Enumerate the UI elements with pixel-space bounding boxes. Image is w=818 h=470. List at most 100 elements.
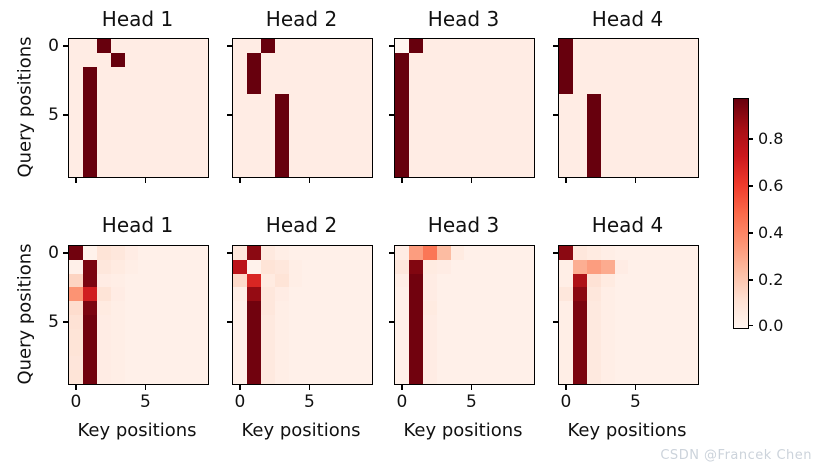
heatmap-cell [464, 287, 479, 302]
heatmap-cell [152, 121, 167, 136]
axis-tick [389, 321, 394, 323]
x-axis-label-3: Key positions [403, 420, 523, 441]
heatmap-cell [69, 342, 83, 357]
heatmap-cell [628, 94, 643, 108]
heatmap-cell [586, 328, 601, 343]
heatmap-cell [436, 315, 451, 329]
heatmap-cell [288, 80, 303, 95]
heatmap-cell [395, 163, 409, 177]
heatmap-cell [194, 39, 208, 53]
heatmap-cell [233, 370, 247, 384]
heatmap-cell [520, 370, 534, 384]
heatmap-cell [69, 163, 83, 177]
axis-tick [553, 252, 558, 254]
heatmap-cell [358, 52, 372, 67]
heatmap-cell [152, 66, 167, 81]
heatmap-cell [152, 108, 167, 122]
heatmap-cell [246, 80, 261, 95]
heatmap-cell [302, 273, 317, 288]
x-axis-label-2: Key positions [241, 420, 361, 441]
heatmap-cell [586, 121, 601, 136]
heatmap-cell [614, 356, 629, 371]
heatmap-cell [260, 370, 275, 384]
heatmap-cell [628, 246, 643, 260]
heatmap-cell [656, 259, 671, 274]
heatmap-cell [152, 273, 167, 288]
heatmap-cell [642, 108, 657, 122]
heatmap-cell [586, 259, 601, 274]
heatmap-cell [330, 135, 345, 150]
heatmap-cell [464, 135, 479, 150]
heatmap-cell [614, 328, 629, 343]
heatmap-cell [506, 315, 521, 329]
heatmap-cell [302, 342, 317, 357]
heatmap-cell [506, 301, 521, 315]
heatmap-cell [684, 80, 698, 95]
heatmap-top-head-4 [558, 38, 699, 178]
heatmap-cell [302, 121, 317, 136]
heatmap-cell [684, 135, 698, 150]
heatmap-cell [422, 259, 437, 274]
heatmap-cell [96, 52, 111, 67]
heatmap-cell [422, 121, 437, 136]
heatmap-cell [450, 94, 465, 108]
heatmap-cell [422, 52, 437, 67]
heatmap-cell [69, 356, 83, 371]
heatmap-cell [492, 66, 507, 81]
axis-tick [308, 178, 311, 183]
heatmap-cell [69, 273, 83, 288]
heatmap-cell [194, 121, 208, 136]
heatmap-cell [395, 259, 409, 274]
heatmap-cell [246, 121, 261, 136]
heatmap-cell [642, 273, 657, 288]
heatmap-cell [464, 108, 479, 122]
heatmap-cell [330, 287, 345, 302]
heatmap-cell [642, 342, 657, 357]
heatmap-cell [138, 328, 153, 343]
heatmap-cell [408, 315, 423, 329]
heatmap-cell [246, 301, 261, 315]
heatmap-cell [260, 342, 275, 357]
heatmap-cell [138, 135, 153, 150]
heatmap-cell [358, 121, 372, 136]
heatmap-cell [233, 121, 247, 136]
heatmap-cell [572, 301, 587, 315]
heatmap-cell [180, 149, 195, 164]
heatmap-cell [194, 149, 208, 164]
heatmap-cell [302, 108, 317, 122]
heatmap-top-head-3 [394, 38, 535, 178]
colorbar [733, 98, 749, 329]
heatmap-cell [422, 39, 437, 53]
heatmap-cell [600, 342, 615, 357]
heatmap-cell [246, 135, 261, 150]
heatmap-cell [684, 273, 698, 288]
axis-tick [63, 114, 68, 116]
heatmap-cell [559, 52, 573, 67]
heatmap-cell [260, 149, 275, 164]
heatmap-cell [260, 108, 275, 122]
heatmap-cell [316, 246, 331, 260]
heatmap-bottom-head-3 [394, 245, 535, 385]
heatmap-cell [506, 149, 521, 164]
heatmap-cell [194, 135, 208, 150]
heatmap-cell [656, 287, 671, 302]
heatmap-cell [166, 108, 181, 122]
heatmap-cell [152, 287, 167, 302]
heatmap-cell [246, 163, 261, 177]
heatmap-cell [166, 342, 181, 357]
heatmap-cell [684, 287, 698, 302]
heatmap-cell [344, 80, 359, 95]
heatmap-cell [138, 94, 153, 108]
heatmap-cell [69, 39, 83, 53]
axis-tick [748, 185, 753, 187]
heatmap-cell [358, 135, 372, 150]
heatmap-cell [288, 259, 303, 274]
heatmap-cell [274, 163, 289, 177]
heatmap-cell [572, 287, 587, 302]
heatmap-cell [260, 315, 275, 329]
heatmap-cell [684, 163, 698, 177]
heatmap-cell [110, 66, 125, 81]
heatmap-cell [358, 80, 372, 95]
heatmap-cell [450, 246, 465, 260]
heatmap-cell [82, 301, 97, 315]
